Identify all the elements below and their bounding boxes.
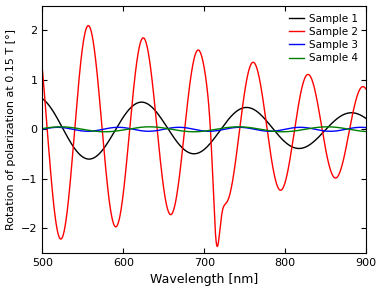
Sample 4 xyxy=(176,129,181,132)
Sample 4 xyxy=(364,130,368,133)
Sample 1 xyxy=(40,97,45,101)
Sample 4 xyxy=(192,130,196,133)
Y-axis label: Rotation of polarization at 0.15 T [°]: Rotation of polarization at 0.15 T [°] xyxy=(6,29,16,230)
Sample 1 xyxy=(194,152,199,155)
Line: Sample 3: Sample 3 xyxy=(42,127,366,131)
Line: Sample 2: Sample 2 xyxy=(42,26,366,246)
Sample 4 xyxy=(275,130,280,133)
Sample 4 xyxy=(338,126,342,130)
Sample 2 xyxy=(364,87,368,91)
Sample 4 xyxy=(194,130,199,133)
Sample 4 xyxy=(179,129,183,133)
Sample 3 xyxy=(40,128,45,131)
Sample 3 xyxy=(354,126,358,129)
Sample 2 xyxy=(275,185,280,188)
Sample 2 xyxy=(194,50,199,54)
Sample 2 xyxy=(179,161,183,165)
Sample 3 xyxy=(338,129,342,132)
Sample 2 xyxy=(86,24,91,27)
Sample 4 xyxy=(40,127,45,130)
X-axis label: Wavelength [nm]: Wavelength [nm] xyxy=(150,273,258,286)
Sample 2 xyxy=(176,182,181,186)
Sample 2 xyxy=(354,98,358,101)
Legend: Sample 1, Sample 2, Sample 3, Sample 4: Sample 1, Sample 2, Sample 3, Sample 4 xyxy=(286,11,361,66)
Sample 1 xyxy=(338,115,342,118)
Sample 3 xyxy=(179,126,183,129)
Sample 3 xyxy=(207,130,212,133)
Sample 2 xyxy=(215,245,220,248)
Sample 2 xyxy=(40,69,45,72)
Sample 1 xyxy=(275,132,280,136)
Line: Sample 1: Sample 1 xyxy=(42,99,366,159)
Sample 1 xyxy=(354,112,358,115)
Sample 4 xyxy=(236,125,241,128)
Sample 3 xyxy=(275,129,280,133)
Sample 1 xyxy=(176,142,181,145)
Sample 3 xyxy=(176,126,181,129)
Sample 3 xyxy=(194,128,199,131)
Sample 2 xyxy=(338,170,342,173)
Sample 3 xyxy=(364,126,368,129)
Sample 4 xyxy=(354,129,358,132)
Sample 3 xyxy=(176,126,181,129)
Line: Sample 4: Sample 4 xyxy=(42,127,366,132)
Sample 1 xyxy=(87,157,91,161)
Sample 1 xyxy=(179,145,183,148)
Sample 1 xyxy=(364,117,368,120)
